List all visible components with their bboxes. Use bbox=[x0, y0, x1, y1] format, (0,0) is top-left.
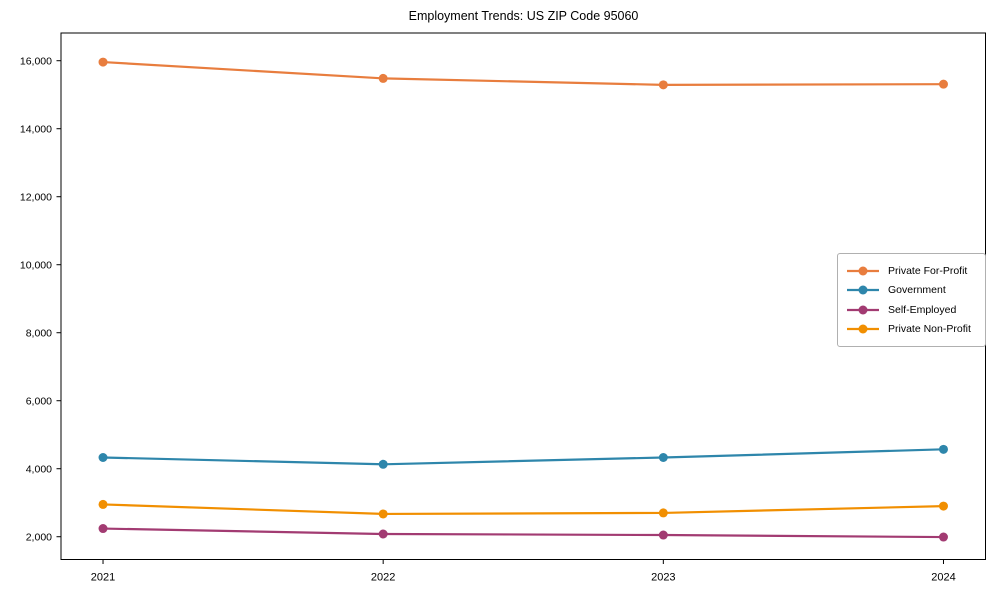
legend-item: Private Non-Profit bbox=[846, 323, 977, 335]
legend-item: Private For-Profit bbox=[846, 265, 977, 277]
y-tick-label: 8,000 bbox=[26, 327, 52, 339]
x-tick-label: 2023 bbox=[651, 572, 675, 584]
data-point bbox=[98, 452, 108, 462]
series-line-2 bbox=[101, 527, 945, 539]
x-tick-label: 2024 bbox=[931, 572, 955, 584]
legend-item: Self-Employed bbox=[846, 304, 977, 316]
legend-marker-icon bbox=[847, 324, 879, 334]
series-line-0 bbox=[101, 60, 945, 86]
data-point bbox=[378, 529, 388, 539]
x-tick-label: 2022 bbox=[371, 572, 395, 584]
legend-label: Self-Employed bbox=[888, 303, 957, 316]
y-tick-label: 2,000 bbox=[26, 531, 52, 543]
chart-title: Employment Trends: US ZIP Code 95060 bbox=[408, 9, 639, 23]
legend-marker-icon bbox=[847, 305, 879, 315]
y-tick-label: 4,000 bbox=[26, 463, 52, 475]
legend-marker-icon bbox=[847, 266, 879, 276]
data-point bbox=[658, 80, 668, 90]
legend-label: Government bbox=[888, 284, 946, 297]
legend-label: Private For-Profit bbox=[888, 264, 968, 277]
data-point bbox=[658, 452, 668, 462]
legend-marker-icon bbox=[847, 285, 879, 295]
data-point bbox=[98, 499, 108, 509]
data-point bbox=[98, 524, 108, 534]
data-point bbox=[938, 79, 948, 89]
series-line-3 bbox=[101, 503, 945, 516]
y-tick-label: 10,000 bbox=[20, 259, 52, 271]
data-point bbox=[658, 508, 668, 518]
legend-item: Government bbox=[846, 284, 977, 296]
data-point bbox=[378, 509, 388, 519]
legend: Private For-Profit Government Self-Employe… bbox=[837, 253, 986, 347]
data-point bbox=[98, 57, 108, 67]
data-point bbox=[378, 73, 388, 83]
data-point bbox=[378, 459, 388, 469]
y-tick-label: 14,000 bbox=[20, 123, 52, 135]
series-line-1 bbox=[101, 448, 945, 466]
x-tick-label: 2021 bbox=[91, 572, 115, 584]
y-tick-label: 6,000 bbox=[26, 395, 52, 407]
data-point bbox=[938, 444, 948, 454]
y-tick-label: 16,000 bbox=[20, 55, 52, 67]
data-point bbox=[938, 501, 948, 511]
y-tick-label: 12,000 bbox=[20, 191, 52, 203]
data-point bbox=[938, 532, 948, 542]
legend-label: Private Non-Profit bbox=[888, 323, 971, 336]
data-point bbox=[658, 530, 668, 540]
